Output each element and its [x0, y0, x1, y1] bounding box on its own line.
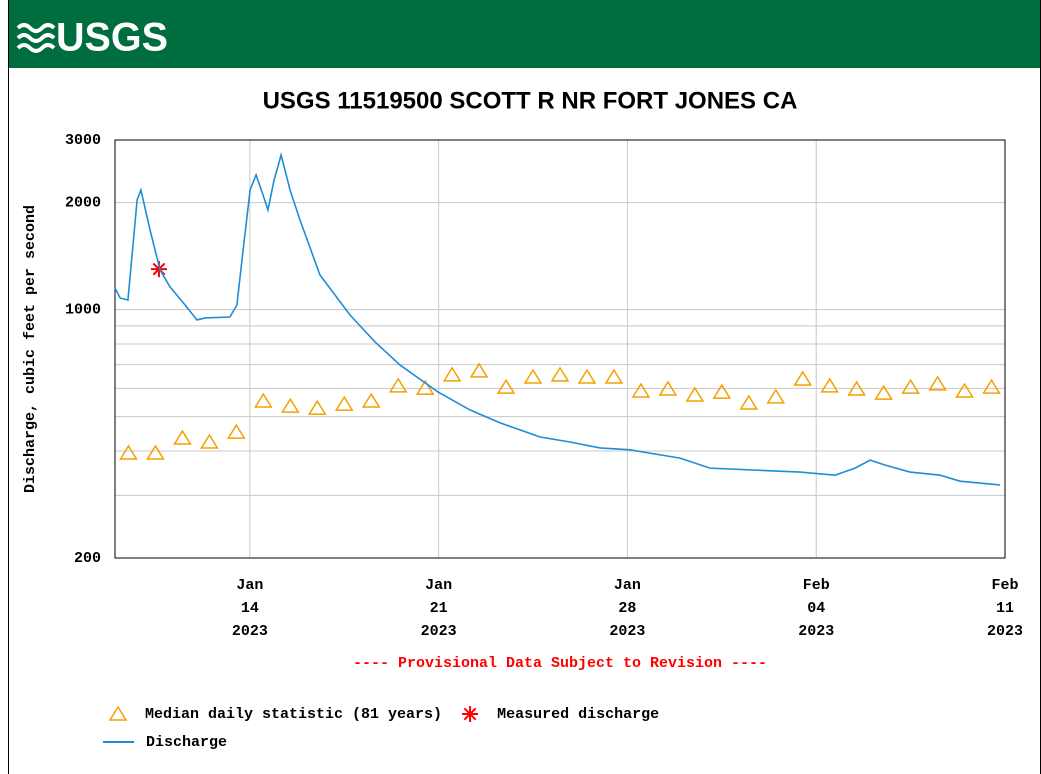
logo: USGS	[56, 16, 168, 60]
y-tick-label: 1000	[65, 302, 101, 319]
legend-label: Median daily statistic (81 years)	[145, 706, 442, 723]
x-tick-label: Jan 28 2023	[609, 577, 645, 640]
triangle-marker	[928, 375, 947, 391]
x-tick-label: Jan 14 2023	[232, 577, 268, 640]
triangle-marker	[415, 379, 435, 395]
y-tick-label: 200	[74, 550, 101, 567]
y-tick-label: 2000	[65, 195, 101, 212]
legend-label: Measured discharge	[497, 706, 659, 723]
triangle-marker	[874, 384, 893, 400]
discharge-line	[114, 151, 1000, 486]
x-tick-label: Feb 11 2023	[987, 577, 1023, 640]
triangle-marker	[982, 378, 1001, 394]
triangle-marker	[442, 366, 462, 382]
header-band	[9, 0, 1040, 68]
y-tick-label: 3000	[65, 132, 101, 149]
triangle-marker	[847, 380, 867, 396]
triangle-marker	[496, 378, 516, 394]
asterisk-marker	[150, 261, 167, 278]
triangle-marker	[955, 382, 974, 398]
chart-title: USGS 11519500 SCOTT R NR FORT JONES CA	[263, 87, 798, 114]
legend-label: Discharge	[146, 734, 227, 751]
triangle-marker	[523, 368, 543, 384]
triangle-marker	[173, 429, 192, 445]
triangle-marker	[685, 386, 705, 402]
triangle-marker	[658, 380, 678, 396]
triangle-marker	[901, 378, 920, 394]
triangle-marker	[631, 382, 651, 398]
triangle-marker	[793, 370, 813, 386]
triangle-marker	[577, 368, 597, 384]
triangle-marker	[146, 444, 165, 460]
triangle-marker	[712, 383, 732, 399]
triangle-marker	[550, 366, 570, 382]
provisional-note: ---- Provisional Data Subject to Revisio…	[353, 655, 767, 672]
triangle-marker	[253, 392, 273, 408]
triangle-marker	[108, 705, 128, 721]
logo-waves	[16, 23, 56, 53]
triangle-marker	[280, 397, 300, 413]
triangle-marker	[227, 423, 246, 439]
triangle-marker	[388, 377, 408, 393]
triangle-marker	[334, 395, 354, 411]
triangle-marker	[361, 392, 381, 408]
triangle-marker	[739, 394, 759, 410]
plot-frame	[114, 139, 1006, 559]
x-tick-label: Jan 21 2023	[421, 577, 457, 640]
triangle-marker	[469, 362, 489, 378]
x-tick-label: Feb 04 2023	[798, 577, 834, 640]
triangle-marker	[820, 377, 840, 393]
triangle-marker	[200, 433, 219, 449]
triangle-marker	[119, 444, 138, 460]
triangle-marker	[307, 399, 327, 415]
asterisk-marker	[462, 706, 479, 722]
triangle-marker	[766, 388, 786, 404]
triangle-marker	[604, 368, 624, 384]
y-axis-label: Discharge, cubic feet per second	[22, 205, 39, 493]
